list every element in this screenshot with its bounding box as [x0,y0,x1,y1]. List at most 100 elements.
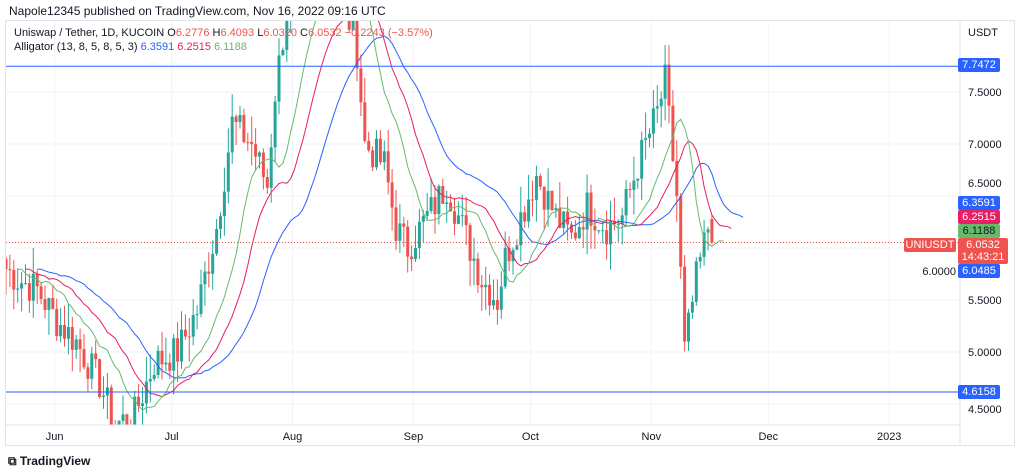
candle-body [687,312,690,342]
candle-body [141,403,144,406]
candle-body [609,220,612,245]
candle-body [472,258,476,261]
candle-body [612,220,616,225]
legend-alligator-row[interactable]: Alligator (13, 8, 5, 8, 5, 3) 6.3591 6.2… [14,41,247,53]
candle-body [605,230,609,245]
symbol-name: Uniswap / Tether, 1D, KUCOIN [14,27,165,39]
candle-body [632,180,636,190]
candle-body [207,271,211,274]
candle-body [109,387,113,425]
candle-body [176,338,180,362]
candle-body [180,329,183,362]
plot-area [6,21,960,425]
jaw-value: 6.3591 [140,41,175,53]
candle-body [281,49,285,56]
tradingview-logo[interactable]: ⧉ TradingView [8,454,91,468]
candle-body [573,232,577,239]
candle-body [375,138,378,168]
candle-body [417,221,421,249]
candle-body [589,192,593,226]
candle-body [261,152,265,177]
candle-body [183,329,187,337]
candle-body [702,232,706,257]
low-value: 6.0320 [263,27,297,39]
alligator-lips-line [17,21,724,411]
x-tick-label: Jun [46,431,64,443]
candle-body [90,353,94,379]
candle-body [363,102,367,141]
jaw-tag: 6.3591 [958,196,1000,210]
candle-body [445,202,449,204]
support-tag: 4.6158 [958,385,1000,399]
candle-body [597,230,601,232]
candle-body [242,114,246,143]
candle-body [546,190,550,210]
candle-body [515,245,519,250]
candle-body [43,299,47,310]
candle-body [710,219,714,243]
candle-body [35,273,39,287]
x-tick-label: Jul [165,431,179,443]
candle-body [581,227,585,230]
currency-label: USDT [968,27,998,39]
candle-body [367,140,371,151]
x-tick-label: Oct [522,431,539,443]
candle-body [137,396,141,406]
candle-body [495,300,499,310]
candle-body [527,199,531,222]
candle-body [476,258,480,286]
low-tag: 6.0485 [958,264,1000,278]
y-tick-label: 6.0000 [922,266,956,278]
candle-body [659,98,663,107]
candle-body [152,375,156,379]
teeth-value: 6.2515 [177,41,211,53]
candle-body [484,284,488,288]
candle-body [273,101,277,148]
x-tick-label: Aug [283,431,303,443]
candle-body [219,216,222,230]
candle-body [421,215,425,222]
indicator-name: Alligator (13, 8, 5, 8, 5, 3) [14,41,138,53]
candle-body [414,248,417,260]
candle-body [234,116,238,123]
teeth-tag: 6.2515 [958,210,1000,224]
candle-body [277,55,281,102]
candle-body [433,197,437,215]
chart-frame[interactable] [5,20,1015,446]
alligator-teeth-line [25,21,732,398]
candle-body [488,284,492,306]
candle-body [55,308,59,337]
symbol-price-tag: UNIUSDT [904,238,956,252]
y-tick-label: 5.5000 [968,295,1002,307]
candle-body [601,230,605,232]
candle-body [24,283,27,285]
x-tick-label: Nov [642,431,662,443]
candle-body [82,348,86,368]
candle-body [160,350,164,365]
candle-body [640,139,644,179]
close-value: 6.0532 [308,27,342,39]
candle-body [570,224,573,233]
candle-body [480,285,484,288]
candle-body [359,68,363,103]
candle-body [694,261,698,302]
y-tick-label: 6.5000 [968,178,1002,190]
candle-body [425,210,429,216]
candle-body [230,116,234,153]
candle-body [437,186,441,215]
candle-body [554,208,558,211]
candle-body [258,152,261,157]
y-tick-label: 7.5000 [968,87,1002,99]
candle-body [663,64,667,99]
candle-body [492,300,495,306]
last-price-tag: 6.0532 14:43:21 [958,238,1008,264]
candle-body [98,359,102,398]
candle-body [269,147,273,188]
candle-body [20,283,24,289]
candle-body [199,284,203,314]
candle-body [355,21,359,69]
x-tick-label: 2023 [877,431,901,443]
candle-body [698,256,702,262]
candle-body [164,362,168,365]
